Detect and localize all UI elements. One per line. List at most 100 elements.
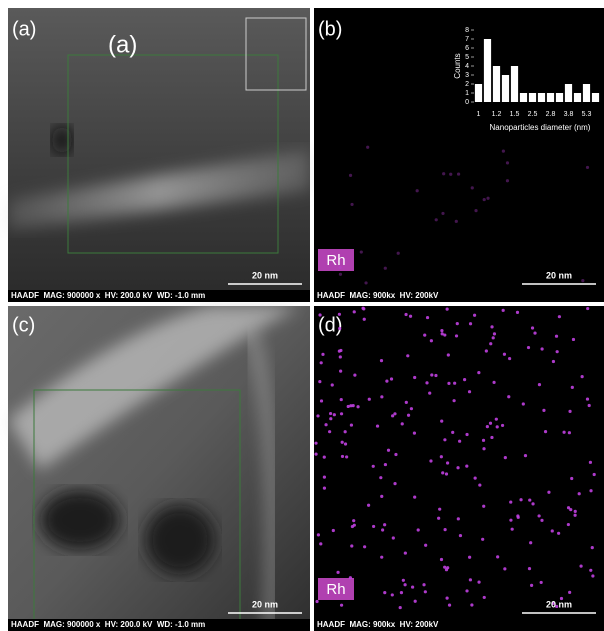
particle [440,329,444,333]
particle [540,518,544,522]
particle [380,528,385,532]
particle [415,189,419,193]
particle [404,312,408,317]
particle [581,279,585,283]
bar [591,93,600,102]
particle [389,377,394,381]
particle [338,355,342,359]
particle [540,347,544,351]
panel-c: (c) [8,306,310,631]
particles [314,306,596,610]
particle [571,337,576,342]
particle [465,432,469,437]
particle [430,373,434,377]
particle [447,603,452,607]
panel-label: (c) [12,314,35,336]
particle [477,580,481,584]
bar [564,84,573,102]
particle [423,590,427,594]
particle [501,308,505,312]
particle [408,314,413,318]
particle [406,413,411,417]
x-tick-label: 5.3 [582,111,592,118]
particle [569,507,573,512]
scale-label: 20 nm [546,599,572,609]
particle [537,383,542,387]
particle [516,514,520,518]
particle [393,482,397,486]
particle [380,395,384,399]
particle [434,373,438,378]
particle [422,583,426,587]
particle [441,471,445,475]
y-axis-label: Counts [453,53,462,78]
particle [505,161,510,165]
particle [577,492,581,496]
particle [589,489,593,493]
particle [570,385,574,389]
panel-label: (b) [318,18,342,40]
particle [403,551,407,555]
particle [328,411,333,416]
particle [331,528,335,533]
y-tick-label: 1 [465,90,469,97]
x-tick-label: 2.8 [546,111,556,118]
particle [401,578,405,582]
particle [454,219,458,223]
particle [510,527,514,531]
particle [399,591,404,595]
particle [523,454,528,458]
particle [416,528,420,532]
x-tick-label: 1.2 [492,111,502,118]
particle [443,438,447,442]
particle [425,315,430,320]
particle [484,349,488,353]
particle [371,464,375,468]
particle [339,369,343,373]
y-tick-label: 0 [465,99,469,106]
particle [505,179,510,183]
x-tick-label: 1.5 [510,111,520,118]
particle [526,345,531,350]
particle [338,265,342,270]
footer-bar [314,290,604,302]
particle [489,342,493,346]
particle [352,523,356,527]
particle [451,430,455,434]
particle [447,381,451,385]
particle [586,306,590,311]
particle [530,583,534,587]
particle [343,442,348,446]
panel-heading: (a) [108,31,137,58]
particle [440,332,444,336]
footers: HAADF MAG: 900000 x HV: 200.0 kV WD: -1.… [8,270,604,631]
footer-bar [8,290,310,302]
particle [573,509,577,513]
particle [530,326,535,330]
particle [458,439,462,443]
particle [588,460,593,464]
particle [446,353,450,357]
particle [375,424,380,428]
particle [359,250,363,254]
footer-text: HAADF MAG: 900kx HV: 200kV [317,620,439,629]
particle [340,440,344,444]
particle [550,529,554,533]
particle [551,359,556,364]
particle [509,518,513,522]
particle [328,430,332,434]
particle [413,495,417,499]
particle [465,464,469,468]
particle [411,585,415,589]
particle [318,313,322,317]
particle [592,472,596,477]
particle [531,502,535,506]
particle [349,423,354,427]
particle [350,202,354,207]
particle [456,517,460,521]
particle [501,149,505,153]
y-tick-label: 7 [465,36,469,43]
particle [413,599,417,603]
particle [319,399,324,403]
particle [443,333,447,337]
